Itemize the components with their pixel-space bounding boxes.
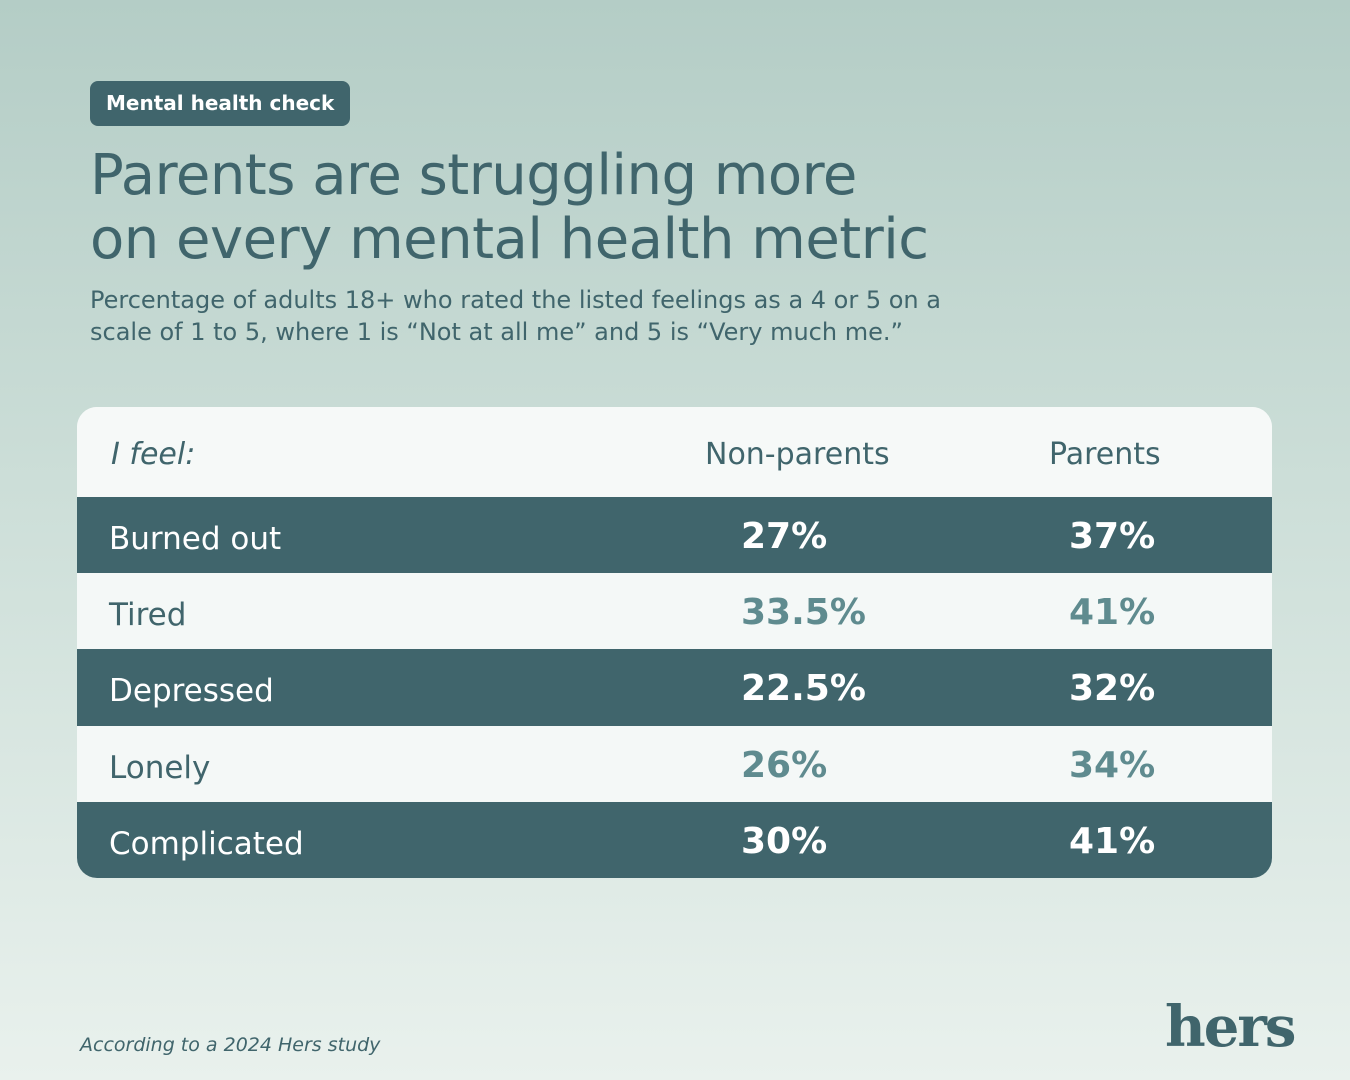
table-row: Lonely 26% 34% <box>77 725 1272 802</box>
header-parents: Parents <box>1049 437 1161 472</box>
table-row: Complicated 30% 41% <box>77 801 1272 878</box>
table-row: Burned out 27% 37% <box>77 497 1272 574</box>
category-tag: Mental health check <box>90 81 351 126</box>
row-label: Depressed <box>109 673 274 710</box>
parents-value: 41% <box>1069 592 1156 634</box>
header-feeling: I feel: <box>111 437 196 472</box>
row-label: Complicated <box>109 825 304 862</box>
non-parents-value: 22.5% <box>741 668 866 710</box>
non-parents-value: 33.5% <box>741 592 866 634</box>
row-label: Lonely <box>109 749 211 786</box>
brand-logo: hers <box>1165 994 1296 1060</box>
parents-value: 37% <box>1069 516 1156 557</box>
non-parents-value: 26% <box>741 744 828 786</box>
title-line-2: on every mental health metric <box>90 207 929 272</box>
parents-value: 32% <box>1069 668 1156 710</box>
row-label: Burned out <box>109 521 282 557</box>
table-header: I feel: Non-parents Parents <box>77 407 1272 497</box>
row-label: Tired <box>109 597 187 634</box>
non-parents-value: 30% <box>741 820 828 862</box>
source-footnote: According to a 2024 Hers study <box>80 1034 381 1056</box>
table-row: Depressed 22.5% 32% <box>77 649 1272 726</box>
page-title: Parents are struggling more on every men… <box>90 144 990 272</box>
subtitle: Percentage of adults 18+ who rated the l… <box>90 286 941 346</box>
header-non-parents: Non-parents <box>705 437 890 472</box>
non-parents-value: 27% <box>741 516 828 557</box>
parents-value: 34% <box>1069 744 1156 786</box>
title-line-1: Parents are struggling more <box>90 143 857 208</box>
results-table: I feel: Non-parents Parents Burned out 2… <box>77 407 1272 878</box>
parents-value: 41% <box>1069 820 1156 862</box>
table-row: Tired 33.5% 41% <box>77 573 1272 650</box>
